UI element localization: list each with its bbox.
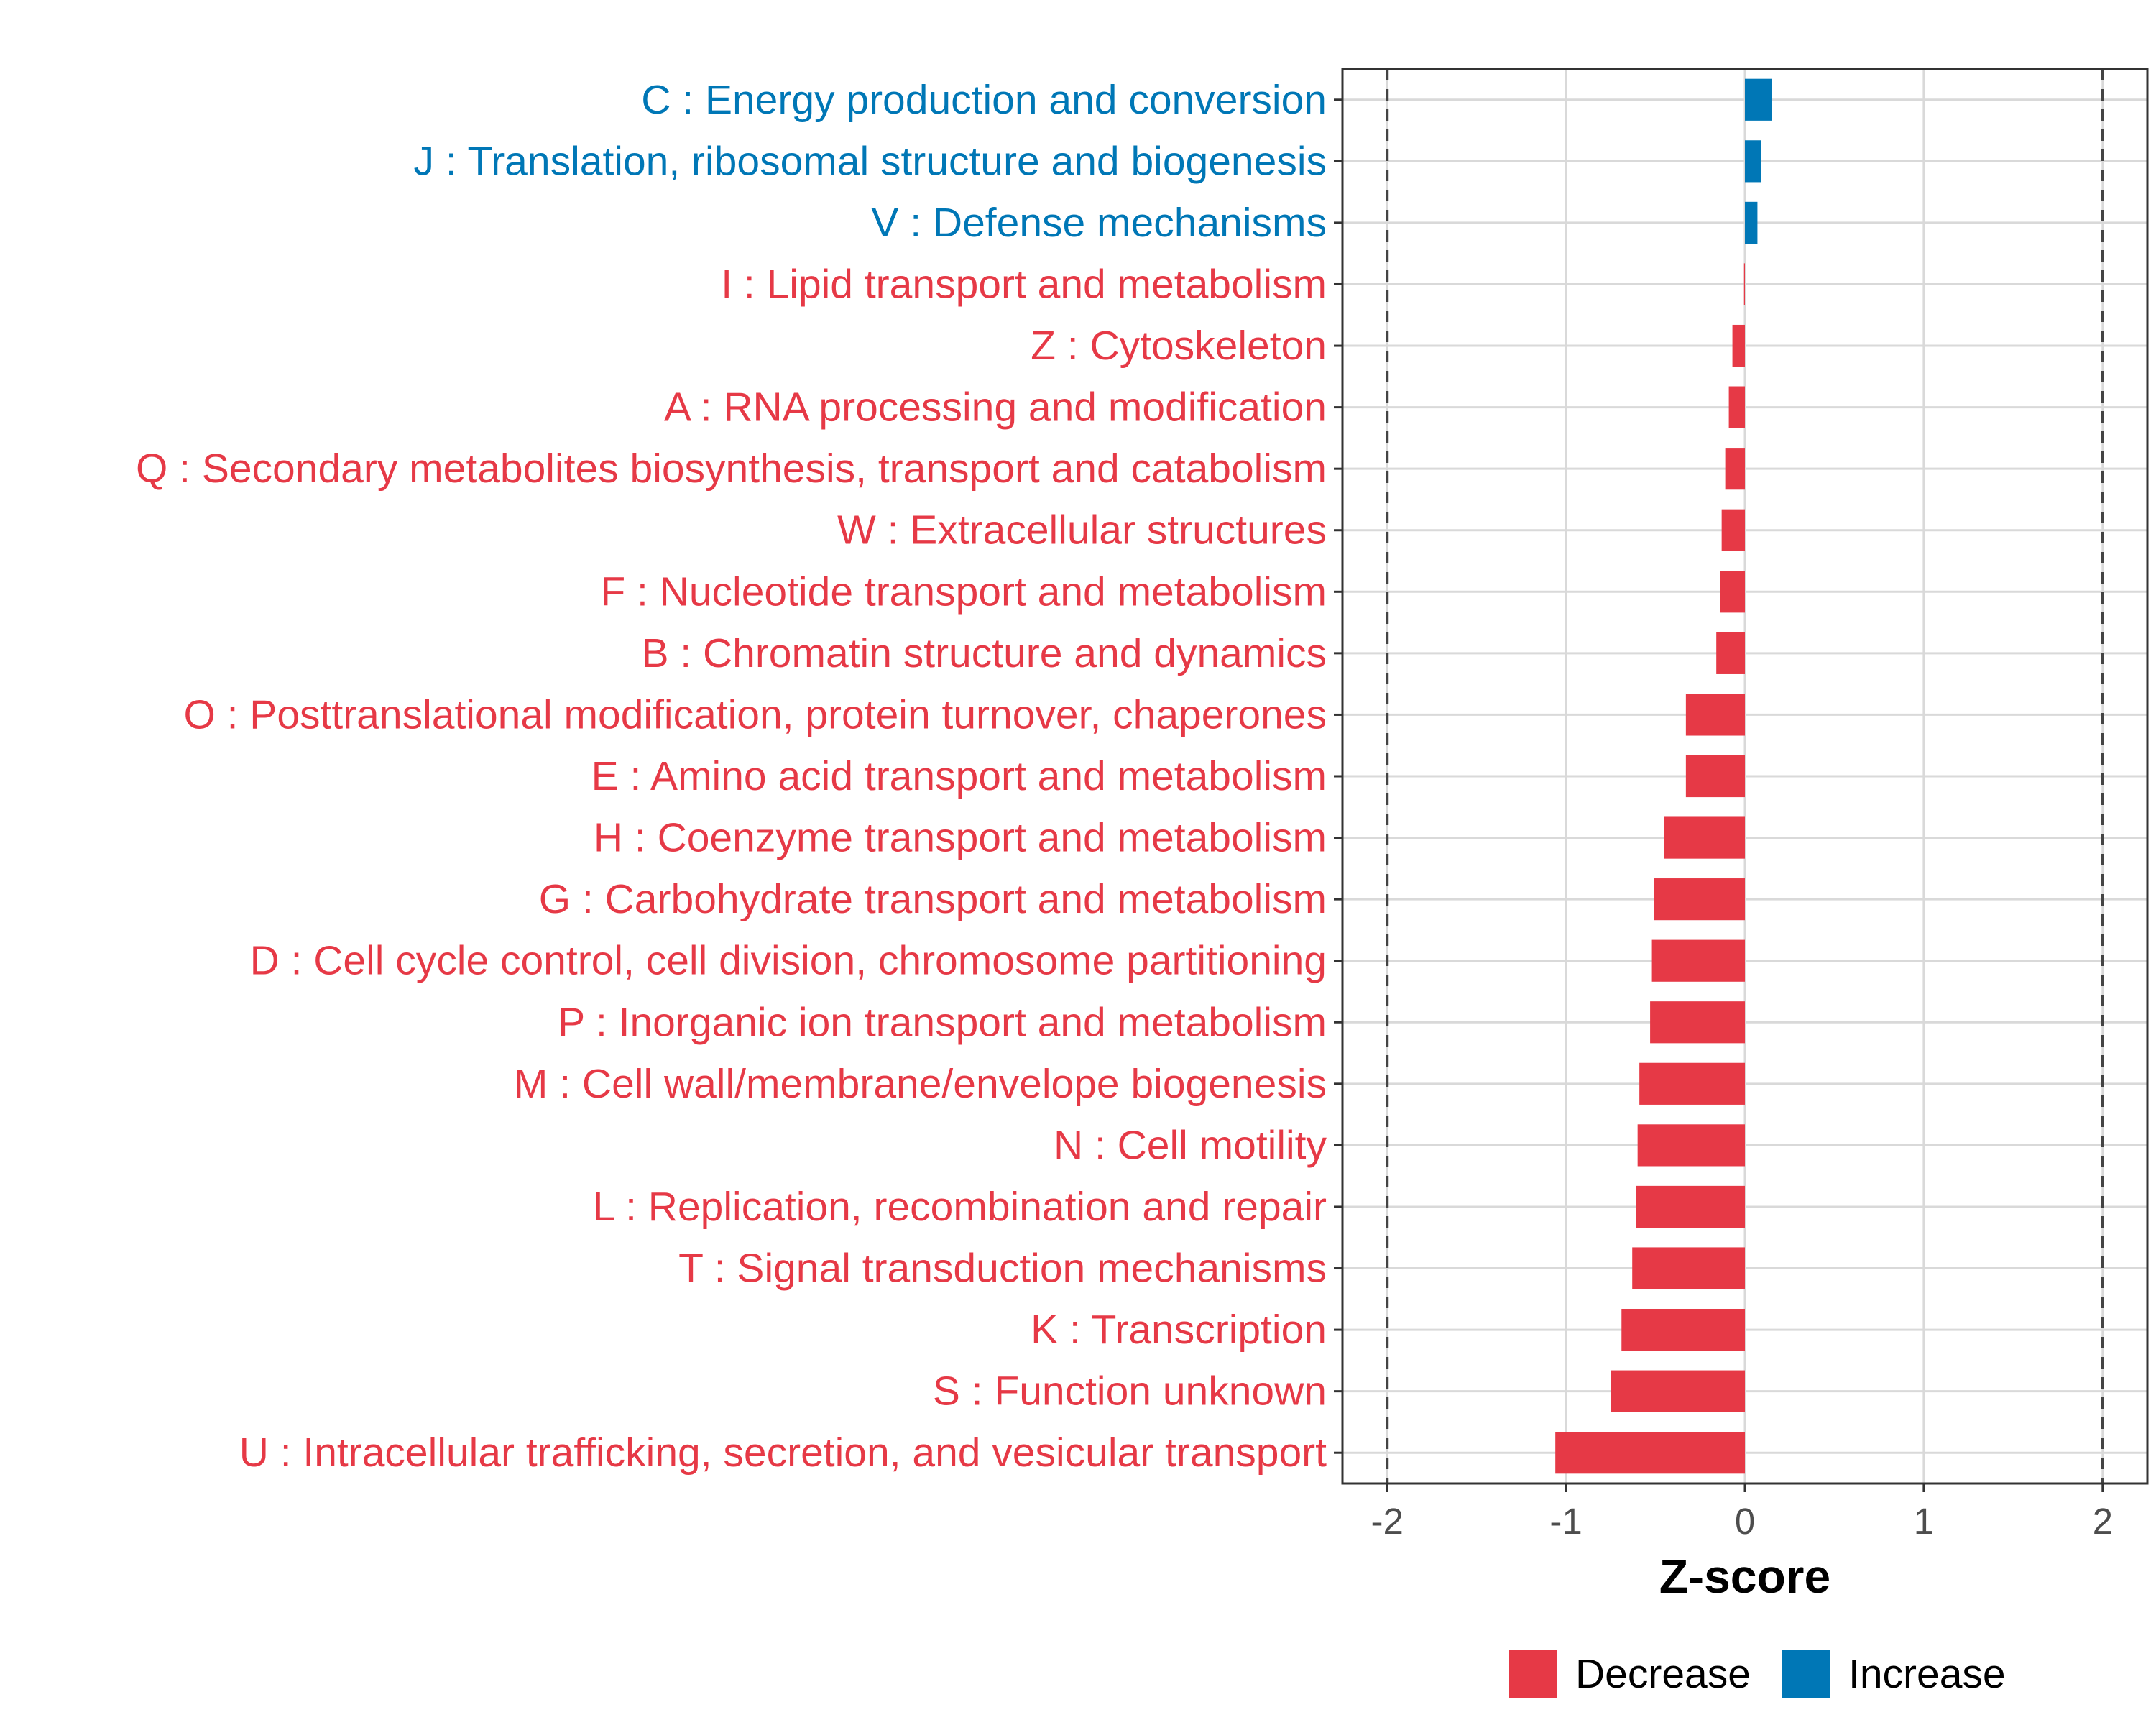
category-label: L : Replication, recombination and repai… (593, 1184, 1327, 1230)
category-label: Z : Cytoskeleton (1031, 323, 1327, 369)
category-label: V : Defense mechanisms (871, 200, 1327, 246)
category-label: O : Posttranslational modification, prot… (183, 691, 1327, 737)
category-label: U : Intracellular trafficking, secretion… (239, 1430, 1327, 1476)
category-label: D : Cell cycle control, cell division, c… (250, 938, 1327, 984)
category-label: S : Function unknown (933, 1368, 1327, 1414)
bar (1732, 324, 1745, 367)
category-label: M : Cell wall/membrane/envelope biogenes… (514, 1061, 1327, 1107)
bar (1555, 1432, 1745, 1474)
bar (1728, 386, 1745, 428)
bar (1725, 448, 1745, 490)
category-label: B : Chromatin structure and dynamics (641, 630, 1327, 676)
x-tick-label: 1 (1914, 1501, 1934, 1542)
category-labels: C : Energy production and conversion J : … (136, 77, 1327, 1476)
y-axis-ticks (1334, 98, 1342, 1454)
bar (1685, 755, 1745, 798)
category-label: E : Amino acid transport and metabolism (591, 753, 1327, 799)
category-label: Q : Secondary metabolites biosynthesis, … (136, 446, 1327, 492)
x-tick-label: 2 (2093, 1501, 2113, 1542)
category-label: P : Inorganic ion transport and metaboli… (558, 999, 1327, 1045)
category-label: K : Transcription (1031, 1307, 1327, 1353)
x-axis-ticks: -2 -1 0 1 2 (1371, 1484, 2113, 1542)
category-label: N : Cell motility (1054, 1122, 1327, 1168)
x-tick-label: -2 (1371, 1501, 1404, 1542)
bar (1685, 694, 1745, 736)
legend-swatch (1509, 1650, 1557, 1698)
bar (1743, 263, 1745, 305)
legend-label: Increase (1848, 1651, 2006, 1697)
bar (1716, 632, 1745, 674)
bar (1745, 78, 1772, 121)
bar (1611, 1370, 1745, 1412)
x-tick-label: 0 (1735, 1501, 1755, 1542)
bars-layer (1555, 78, 1772, 1474)
category-label: T : Signal transduction mechanisms (678, 1246, 1327, 1292)
bar (1745, 201, 1758, 244)
bar (1654, 878, 1745, 921)
bar (1637, 1124, 1745, 1167)
category-label: F : Nucleotide transport and metabolism (600, 569, 1327, 615)
category-label: C : Energy production and conversion (641, 77, 1327, 123)
bar (1664, 816, 1745, 859)
category-label: I : Lipid transport and metabolism (721, 261, 1327, 307)
category-label: W : Extracellular structures (837, 507, 1327, 553)
x-axis-title: Z-score (1659, 1550, 1830, 1603)
legend-label: Decrease (1575, 1651, 1751, 1697)
bar (1745, 140, 1761, 183)
category-label: J : Translation, ribosomal structure and… (414, 138, 1327, 184)
bar (1621, 1308, 1745, 1351)
legend-swatch (1782, 1650, 1830, 1698)
bar (1632, 1247, 1745, 1289)
category-label: G : Carbohydrate transport and metabolis… (539, 876, 1327, 922)
category-label: H : Coenzyme transport and metabolism (594, 815, 1327, 861)
bar (1720, 571, 1745, 613)
bar (1636, 1185, 1745, 1228)
x-tick-label: -1 (1549, 1501, 1582, 1542)
bar (1639, 1062, 1745, 1105)
category-label: A : RNA processing and modification (664, 385, 1327, 431)
bar (1721, 509, 1745, 551)
reference-lines (1386, 69, 2104, 1484)
bar (1651, 939, 1745, 982)
legend: Decrease Increase (1509, 1650, 2006, 1698)
bar (1650, 1001, 1745, 1044)
